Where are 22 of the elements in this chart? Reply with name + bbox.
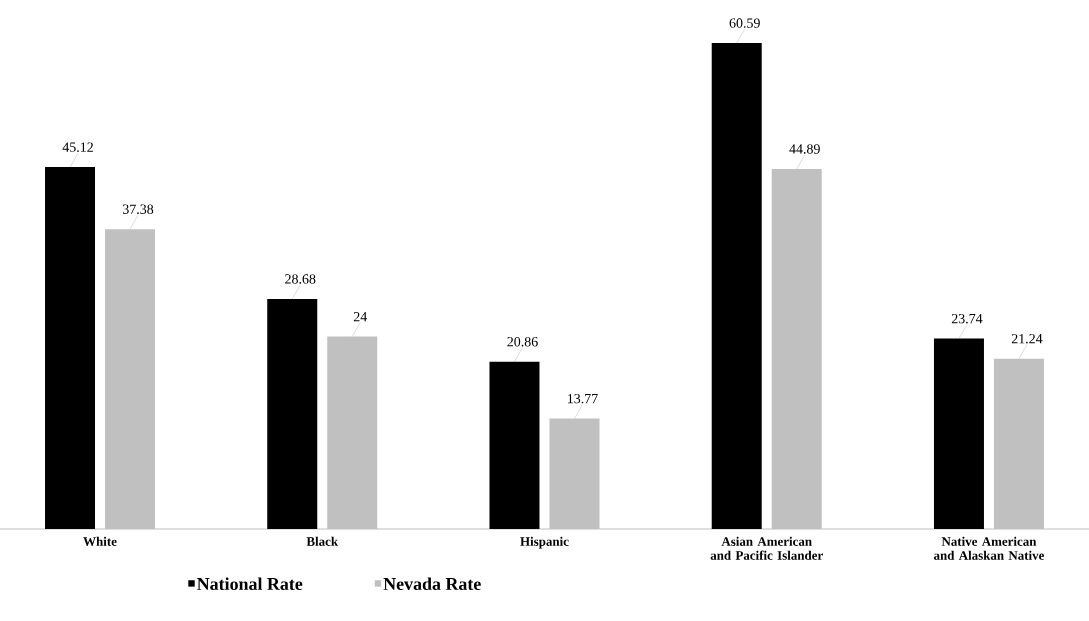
bar xyxy=(489,361,540,529)
bar xyxy=(711,43,762,529)
data-label: 37.38 xyxy=(122,204,154,214)
bar xyxy=(933,338,984,529)
x-tick-label: Black xyxy=(306,536,339,546)
x-tick-label: Native American and Alaskan Native xyxy=(933,536,1045,560)
data-label: 23.74 xyxy=(951,313,983,324)
legend-label: Nevada Rate xyxy=(383,577,481,590)
legend-label: National Rate xyxy=(197,577,303,590)
x-tick-label: Hispanic xyxy=(520,536,569,549)
bar xyxy=(45,167,96,529)
data-label: 60.59 xyxy=(729,18,760,28)
data-label: 28.68 xyxy=(285,274,316,284)
data-label: 24 xyxy=(353,312,368,322)
data-label: 45.12 xyxy=(62,142,93,152)
data-label: 21.24 xyxy=(1011,334,1043,344)
x-tick-label: White xyxy=(83,536,117,546)
data-label: 13.77 xyxy=(568,393,598,404)
bar xyxy=(267,298,318,529)
data-label: 44.89 xyxy=(789,144,820,154)
x-tick-label: Asian American and Pacific Islander xyxy=(710,536,823,560)
data-label: 20.86 xyxy=(507,337,538,347)
